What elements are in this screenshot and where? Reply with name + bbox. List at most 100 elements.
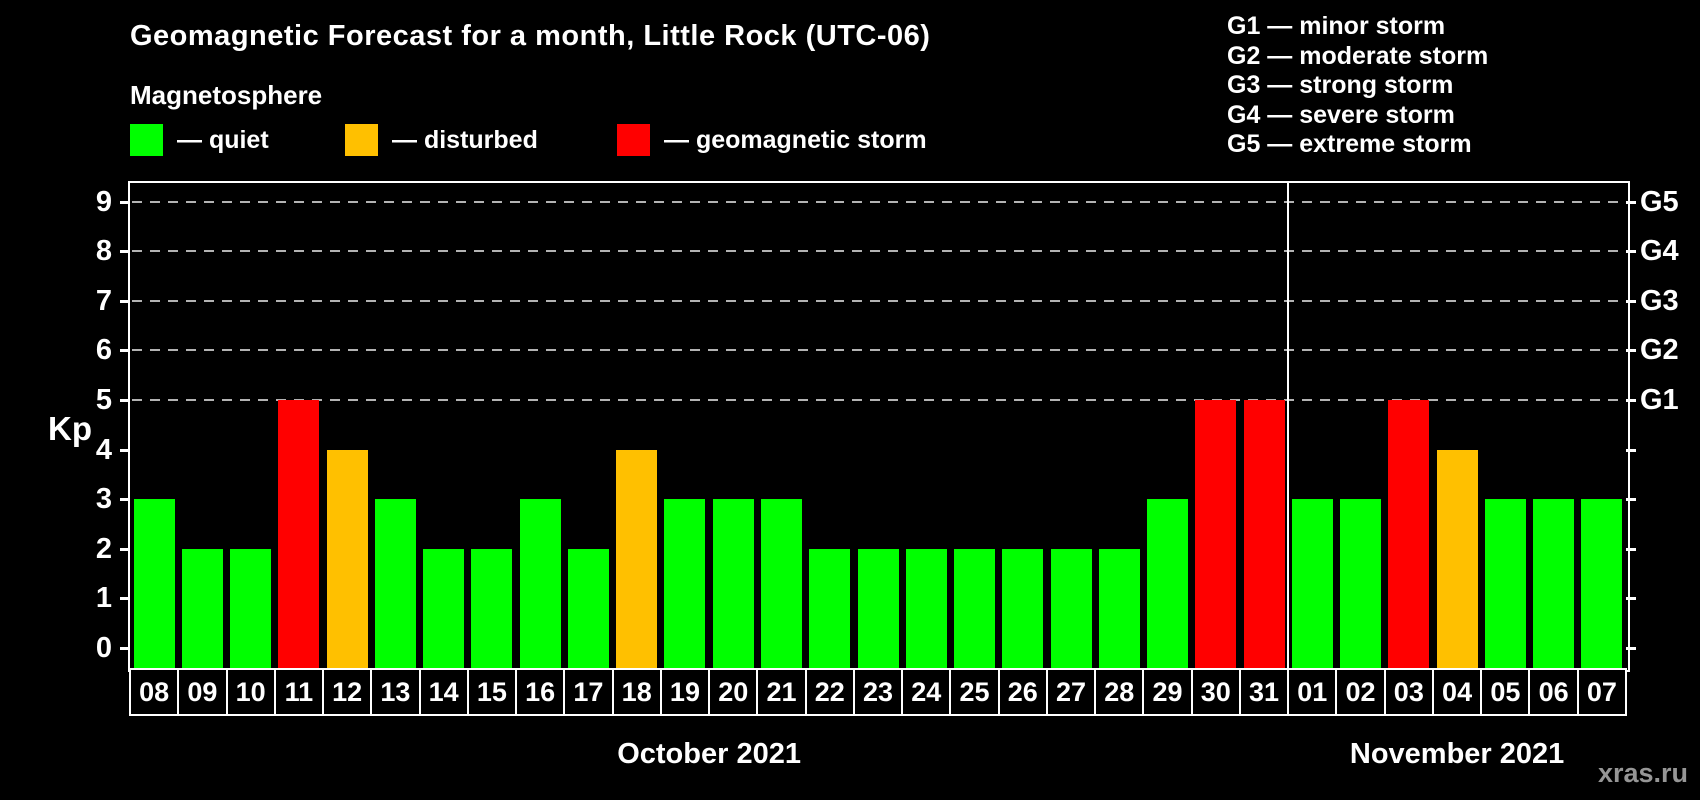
date-label-12: 12	[322, 668, 373, 716]
right-axis-label-g5: G5	[1640, 185, 1679, 218]
date-label-31: 31	[1238, 668, 1290, 716]
kp-bar-31	[1243, 400, 1285, 668]
kp-bar-18	[616, 449, 658, 668]
right-tick-kp1	[1626, 597, 1636, 601]
g-scale-line-g2: G2 — moderate storm	[1227, 41, 1489, 70]
g-scale-line-g3: G3 — strong storm	[1227, 71, 1454, 99]
kp-bar-28	[1098, 548, 1140, 668]
date-label-25: 25	[949, 668, 1000, 716]
gridline-kp7	[132, 299, 1624, 302]
legend-item-quiet: — quiet	[130, 124, 269, 156]
g-scale-line-g1: G1 — minor storm	[1227, 12, 1446, 40]
date-label-30: 30	[1190, 668, 1241, 716]
y-tick-label-7: 7	[95, 284, 112, 317]
date-label-15: 15	[466, 668, 518, 716]
right-tick-kp3	[1626, 498, 1636, 502]
gridline-kp5	[132, 399, 1624, 401]
y-tick-label-8: 8	[95, 235, 112, 268]
kp-bar-04	[1436, 449, 1478, 668]
date-label-23: 23	[852, 668, 904, 716]
date-label-19: 19	[659, 668, 711, 716]
month-label-november: November 2021	[1349, 738, 1565, 770]
watermark: xras.ru	[1597, 758, 1688, 788]
date-label-16: 16	[515, 668, 566, 716]
kp-bar-27	[1050, 548, 1092, 668]
date-label-24: 24	[901, 668, 952, 716]
date-label-04: 04	[1431, 668, 1483, 716]
kp-bar-05	[1484, 499, 1526, 668]
date-label-13: 13	[370, 668, 421, 716]
kp-bar-22	[809, 548, 851, 668]
right-tick-kp5	[1626, 399, 1636, 402]
g-scale-legend: G1 — minor storm G2 — moderate storm G3 …	[1227, 12, 1488, 160]
right-axis-label-g3: G3	[1640, 284, 1679, 317]
gridline-kp8	[132, 250, 1624, 253]
date-label-08: 08	[129, 668, 180, 716]
date-label-27: 27	[1045, 668, 1097, 716]
kp-bar-07	[1581, 499, 1623, 668]
chart-title: Geomagnetic Forecast for a month, Little…	[130, 20, 931, 52]
kp-bar-30	[1195, 400, 1237, 668]
kp-bar-10	[230, 548, 272, 668]
kp-bar-19	[664, 499, 706, 668]
y-tick-label-9: 9	[95, 185, 112, 218]
date-label-28: 28	[1094, 668, 1145, 716]
kp-bar-08	[133, 499, 175, 668]
left-tick-kp3	[120, 498, 130, 502]
date-label-02: 02	[1335, 668, 1386, 716]
kp-bar-16	[519, 499, 561, 668]
kp-bar-17	[567, 548, 609, 668]
kp-bar-02	[1340, 499, 1382, 668]
date-label-21: 21	[756, 668, 807, 716]
date-label-03: 03	[1383, 668, 1434, 716]
y-tick-label-2: 2	[95, 532, 112, 565]
kp-bar-24	[905, 548, 947, 668]
right-tick-kp9	[1626, 200, 1636, 204]
date-label-07: 07	[1576, 668, 1627, 716]
kp-bar-21	[760, 499, 802, 668]
y-tick-label-4: 4	[95, 433, 112, 466]
right-axis-label-g4: G4	[1640, 235, 1679, 268]
legend-item-storm: — geomagnetic storm	[617, 124, 927, 156]
y-tick-label-6: 6	[95, 334, 112, 367]
date-label-05: 05	[1480, 668, 1531, 716]
date-label-01: 01	[1287, 668, 1338, 716]
left-tick-kp0	[120, 647, 130, 650]
kp-bar-20	[712, 499, 754, 668]
left-tick-kp1	[120, 597, 130, 601]
right-tick-kp7	[1626, 299, 1636, 303]
kp-bar-23	[857, 548, 899, 668]
right-axis-label-g1: G1	[1640, 384, 1679, 416]
date-label-20: 20	[708, 668, 759, 716]
date-label-06: 06	[1528, 668, 1579, 716]
right-tick-kp6	[1626, 349, 1636, 353]
left-tick-kp7	[120, 299, 130, 303]
kp-bar-14	[423, 548, 465, 668]
kp-bar-26	[1002, 548, 1044, 668]
legend-label-disturbed: — disturbed	[392, 125, 538, 154]
storm-color-swatch	[617, 124, 650, 156]
legend-item-disturbed: — disturbed	[345, 124, 538, 156]
gridline-kp9	[132, 200, 1624, 203]
left-tick-kp2	[120, 547, 130, 551]
kp-bar-15	[471, 548, 513, 668]
kp-bar-01	[1291, 499, 1333, 668]
right-axis-label-g2: G2	[1640, 334, 1679, 367]
status-legend: — quiet — disturbed — geomagnetic storm	[0, 124, 1700, 168]
date-label-26: 26	[997, 668, 1048, 716]
kp-bar-12	[326, 449, 368, 668]
date-label-18: 18	[611, 668, 662, 716]
kp-bar-29	[1147, 499, 1189, 668]
date-label-29: 29	[1142, 668, 1193, 716]
y-tick-label-5: 5	[95, 384, 112, 416]
y-tick-label-1: 1	[95, 582, 112, 615]
kp-bar-11	[278, 400, 320, 668]
right-tick-kp8	[1626, 250, 1636, 254]
magnetosphere-label: Magnetosphere	[130, 80, 323, 110]
kp-bar-06	[1533, 499, 1575, 668]
date-label-11: 11	[273, 668, 325, 716]
y-tick-label-3: 3	[95, 483, 112, 516]
legend-label-storm: — geomagnetic storm	[664, 125, 927, 154]
legend-label-quiet: — quiet	[177, 125, 269, 154]
